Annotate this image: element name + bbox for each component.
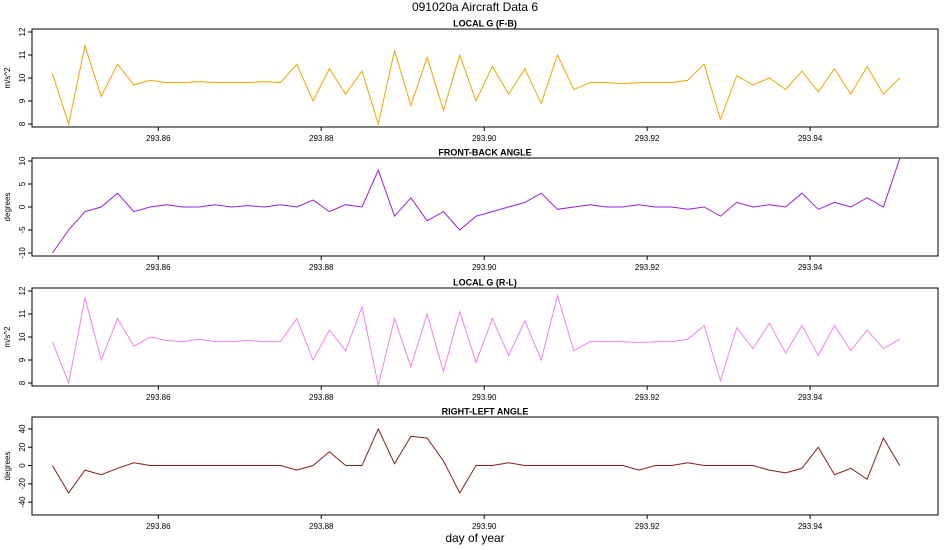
- x-tick-label: 293.94: [798, 393, 823, 402]
- chart-title: 091020a Aircraft Data 6: [412, 0, 538, 14]
- x-tick-label: 293.90: [472, 522, 497, 531]
- y-axis-label: degrees: [3, 452, 12, 481]
- plot-frame: [31, 287, 939, 387]
- x-tick-label: 293.88: [309, 263, 334, 272]
- y-tick-label: 11: [18, 309, 27, 318]
- panel-title: LOCAL G (F-B): [453, 18, 517, 28]
- data-line: [51, 293, 900, 386]
- x-tick-label: 293.86: [146, 134, 171, 143]
- y-tick-label: -10: [18, 247, 27, 259]
- y-tick-label: 20: [18, 442, 27, 451]
- y-axis-label: m/s^2: [3, 326, 12, 348]
- x-tick-label: 293.92: [635, 522, 660, 531]
- y-tick-label: 8: [18, 380, 27, 385]
- x-tick-label: 293.90: [472, 393, 497, 402]
- x-tick-label: 293.92: [635, 134, 660, 143]
- y-tick-label: 5: [18, 181, 27, 186]
- y-tick-label: 40: [18, 424, 27, 433]
- plot-frame: [31, 157, 939, 257]
- y-axis-label: degrees: [3, 193, 12, 222]
- x-tick-label: 293.86: [146, 263, 171, 272]
- x-tick-label: 293.88: [309, 522, 334, 531]
- y-tick-label: -40: [18, 496, 27, 508]
- y-tick-label: 10: [18, 332, 27, 341]
- x-tick-label: 293.94: [798, 134, 823, 143]
- y-tick-label: 0: [18, 204, 27, 209]
- x-tick-label: 293.94: [798, 263, 823, 272]
- y-tick-label: 12: [18, 286, 27, 295]
- x-axis-label: day of year: [445, 531, 504, 545]
- panel-title: FRONT-BACK ANGLE: [438, 147, 531, 157]
- y-tick-label: 10: [18, 156, 27, 165]
- y-tick-label: -20: [18, 478, 27, 490]
- x-tick-label: 293.90: [472, 134, 497, 143]
- x-tick-label: 293.92: [635, 393, 660, 402]
- data-line: [51, 43, 901, 126]
- x-tick-label: 293.90: [472, 263, 497, 272]
- y-tick-label: -5: [18, 226, 27, 234]
- y-axis-label: m/s^2: [3, 67, 12, 89]
- y-tick-label: 12: [18, 27, 27, 36]
- y-tick-label: 9: [18, 357, 27, 362]
- x-tick-label: 293.88: [309, 134, 334, 143]
- x-tick-label: 293.88: [309, 393, 334, 402]
- x-tick-label: 293.92: [635, 263, 660, 272]
- plot-frame: [31, 416, 939, 516]
- data-line: [51, 427, 901, 495]
- x-tick-label: 293.94: [798, 522, 823, 531]
- panel-title: RIGHT-LEFT ANGLE: [442, 406, 529, 416]
- x-tick-label: 293.86: [146, 522, 171, 531]
- y-tick-label: 10: [18, 73, 27, 82]
- y-tick-label: 9: [18, 98, 27, 103]
- x-tick-label: 293.86: [146, 393, 171, 402]
- plot-frame: [31, 28, 939, 128]
- y-tick-label: 11: [18, 50, 27, 59]
- panel-title: LOCAL G (R-L): [453, 277, 517, 287]
- data-line: [51, 158, 901, 254]
- y-tick-label: 0: [18, 463, 27, 468]
- y-tick-label: 8: [18, 121, 27, 126]
